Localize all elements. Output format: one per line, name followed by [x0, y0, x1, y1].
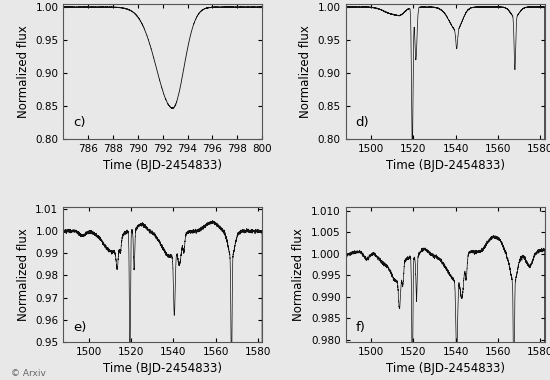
- Text: © Arxiv: © Arxiv: [11, 369, 46, 378]
- Text: e): e): [73, 321, 86, 334]
- X-axis label: Time (BJD-2454833): Time (BJD-2454833): [103, 363, 222, 375]
- Text: f): f): [356, 321, 365, 334]
- Y-axis label: Normalized flux: Normalized flux: [293, 228, 305, 321]
- Text: c): c): [73, 116, 86, 128]
- Y-axis label: Normalized flux: Normalized flux: [16, 25, 30, 118]
- Y-axis label: Normalized flux: Normalized flux: [299, 25, 312, 118]
- Text: d): d): [356, 116, 369, 128]
- X-axis label: Time (BJD-2454833): Time (BJD-2454833): [386, 160, 504, 173]
- Y-axis label: Normalized flux: Normalized flux: [16, 228, 30, 321]
- X-axis label: Time (BJD-2454833): Time (BJD-2454833): [103, 160, 222, 173]
- X-axis label: Time (BJD-2454833): Time (BJD-2454833): [386, 363, 504, 375]
